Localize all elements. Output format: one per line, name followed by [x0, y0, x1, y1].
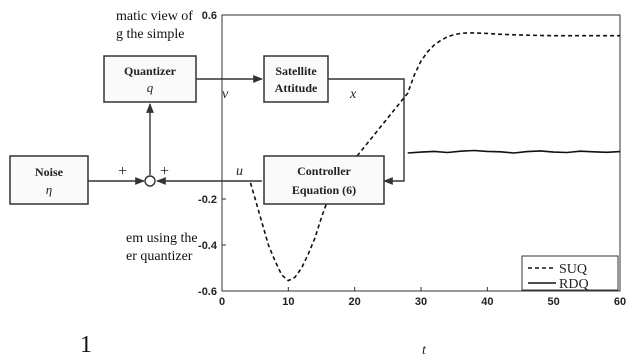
block-diagram: Quantizer q Satellite Attitude Noise η C…	[9, 55, 405, 205]
y-tick-label: 0.6	[202, 10, 217, 22]
quantizer-block	[103, 55, 197, 103]
plus-sign-left: +	[118, 163, 127, 180]
paragraph-text-top-1: matic view of	[116, 9, 193, 24]
x-axis-label: t	[422, 343, 427, 358]
quantizer-title: Quantizer	[124, 64, 177, 78]
controller-block	[263, 155, 385, 205]
satellite-title-2: Attitude	[275, 81, 318, 95]
satellite-title-1: Satellite	[275, 64, 317, 78]
noise-symbol: η	[46, 182, 52, 197]
series-line-rdq	[407, 149, 621, 154]
series-layer	[249, 32, 621, 282]
legend: SUQ RDQ	[521, 255, 619, 292]
quantizer-symbol: q	[147, 80, 154, 95]
paragraph-text-top-2: g the simple	[116, 27, 185, 42]
summing-junction	[144, 175, 156, 187]
x-tick-label: 10	[282, 296, 294, 308]
wire-satellite-to-controller	[328, 78, 405, 185]
x-tick-label: 20	[349, 296, 361, 308]
y-tick-label: -0.4	[198, 240, 218, 252]
tick-group: 0 10 20 30 40 50 60 -0.6 -0.4 -0.2 0.6	[198, 10, 626, 308]
y-tick-label: -0.2	[198, 194, 217, 206]
x-tick-label: 40	[481, 296, 493, 308]
noise-block	[9, 155, 89, 205]
footer-fragment: 1	[80, 332, 92, 358]
legend-label-rdq: RDQ	[559, 277, 589, 292]
x-tick-label: 0	[219, 296, 225, 308]
signal-v-label: v	[222, 87, 229, 102]
plus-sign-right: +	[160, 163, 169, 180]
legend-box	[521, 255, 619, 291]
paragraph-text-mid-1: em using the	[126, 231, 198, 246]
x-tick-label: 50	[548, 296, 560, 308]
controller-title-1: Controller	[297, 164, 351, 178]
legend-label-suq: SUQ	[559, 262, 587, 277]
noise-title: Noise	[35, 165, 64, 179]
x-tick-label: 30	[415, 296, 427, 308]
plot-area: 0 10 20 30 40 50 60 -0.6 -0.4 -0.2 0.6 t	[198, 10, 626, 358]
signal-u-label: u	[236, 164, 243, 179]
series-line-suq	[249, 32, 620, 282]
satellite-block	[263, 55, 329, 103]
x-tick-label: 60	[614, 296, 626, 308]
signal-x-label: x	[349, 87, 357, 102]
paragraph-text-mid-2: er quantizer	[126, 249, 193, 264]
y-tick-label: -0.6	[198, 286, 217, 298]
controller-title-2: Equation (6)	[292, 183, 356, 197]
